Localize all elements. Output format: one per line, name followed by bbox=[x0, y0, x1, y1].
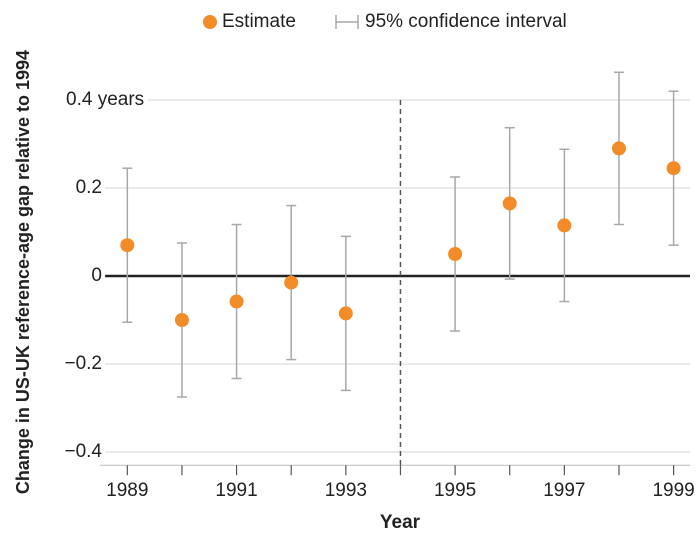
estimate-point bbox=[284, 275, 299, 290]
grid bbox=[100, 99, 690, 453]
x-tick-label: 1995 bbox=[434, 480, 476, 501]
estimate-point bbox=[338, 306, 353, 321]
y-tick-label: −0.2 bbox=[64, 353, 102, 374]
estimate-point bbox=[174, 313, 189, 327]
y-tick-label: 0.2 bbox=[76, 177, 102, 198]
y-axis-label: Change in US-UK reference-age gap relati… bbox=[13, 50, 33, 494]
estimate-point bbox=[448, 247, 463, 261]
y-tick-label: −0.4 bbox=[64, 441, 102, 462]
x-tick-label: 1991 bbox=[215, 480, 257, 501]
x-tick-label: 1993 bbox=[325, 480, 367, 501]
x-tick-label: 1997 bbox=[543, 480, 585, 501]
estimate-point bbox=[666, 161, 681, 176]
y-tick-labels: −0.4 −0.2 0 0.2 0.4 years bbox=[60, 85, 148, 466]
legend-marker bbox=[203, 15, 217, 29]
legend-label: Estimate bbox=[222, 11, 296, 32]
estimate-point bbox=[557, 218, 572, 233]
y-tick-label: 0 bbox=[91, 265, 102, 286]
legend-errorbar-icon bbox=[335, 15, 359, 29]
x-axis-label: Year bbox=[380, 512, 421, 533]
x-tick-label: 1989 bbox=[106, 480, 148, 501]
x-tick-label: 1999 bbox=[652, 480, 694, 501]
y-tick-label: 0.4 years bbox=[66, 89, 144, 110]
estimate-point bbox=[502, 196, 517, 211]
legend-label: 95% confidence interval bbox=[365, 11, 567, 32]
estimate-point bbox=[611, 141, 626, 156]
legend: Estimate 95% confidence interval bbox=[203, 11, 567, 32]
estimate-point bbox=[229, 294, 244, 309]
estimate-point bbox=[120, 238, 135, 253]
